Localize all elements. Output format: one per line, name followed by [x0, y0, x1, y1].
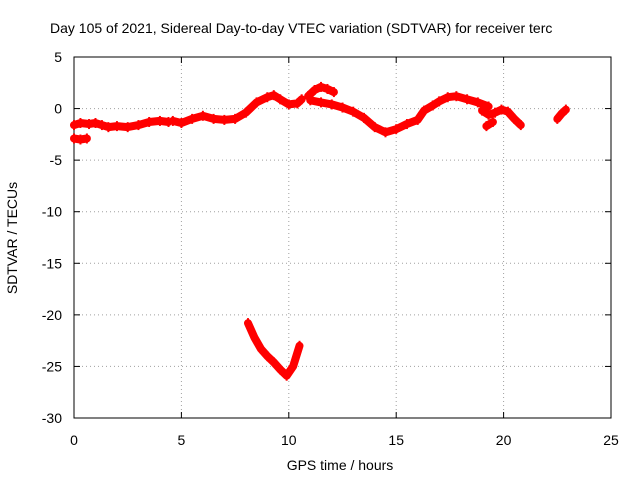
x-tick-label: 5	[178, 432, 186, 448]
x-tick-label: 20	[496, 432, 512, 448]
y-axis-title: SDTVAR / TECUs	[4, 182, 20, 294]
y-tick-labels: 5 0 -5 -10 -15 -20 -25 -30	[42, 49, 62, 426]
y-tick-label: -10	[42, 204, 62, 220]
chart-title: Day 105 of 2021, Sidereal Day-to-day VTE…	[50, 20, 552, 36]
x-tick-label: 10	[281, 432, 297, 448]
y-tick-label: -5	[50, 152, 63, 168]
y-tick-label: 5	[54, 49, 62, 65]
x-tick-label: 0	[70, 432, 78, 448]
series-line-main-trace-5	[306, 92, 493, 137]
series-line-main-trace-7	[482, 118, 497, 131]
x-axis-title: GPS time / hours	[287, 457, 394, 473]
x-tick-label: 25	[603, 432, 619, 448]
series-line-low-trace	[244, 319, 304, 380]
y-tick-label: -15	[42, 255, 62, 271]
x-tick-labels: 0 5 10 15 20 25	[70, 432, 619, 448]
series-line-main-trace-1	[70, 116, 173, 132]
y-tick-label: -20	[42, 307, 62, 323]
x-tick-label: 15	[388, 432, 404, 448]
y-tick-label: -25	[42, 358, 62, 374]
plot-frame	[73, 56, 612, 419]
y-tick-label: -30	[42, 410, 62, 426]
tick-layer	[73, 56, 612, 419]
series-layer	[70, 81, 570, 381]
y-tick-label: 0	[54, 101, 62, 117]
